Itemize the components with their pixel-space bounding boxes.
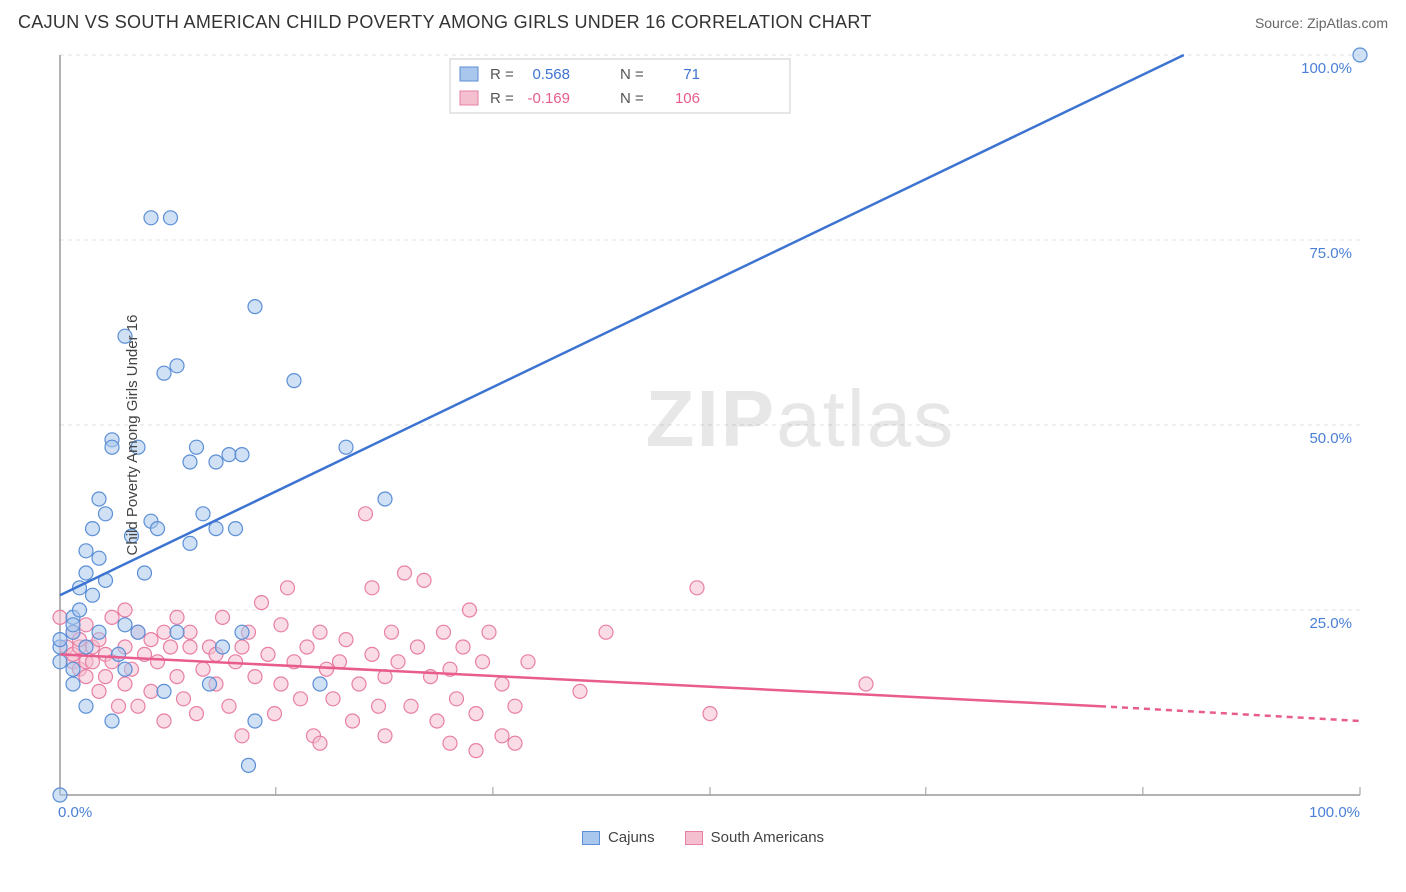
- svg-text:R =: R =: [490, 66, 514, 83]
- svg-text:25.0%: 25.0%: [1309, 615, 1352, 632]
- chart-source: Source: ZipAtlas.com: [1255, 15, 1388, 31]
- svg-text:-0.169: -0.169: [527, 90, 570, 107]
- svg-text:R =: R =: [490, 90, 514, 107]
- swatch-cajuns: [582, 831, 600, 845]
- svg-text:100.0%: 100.0%: [1309, 804, 1360, 821]
- legend-item-cajuns: Cajuns: [582, 829, 655, 846]
- chart-title: CAJUN VS SOUTH AMERICAN CHILD POVERTY AM…: [18, 12, 872, 33]
- svg-text:N =: N =: [620, 90, 644, 107]
- svg-text:N =: N =: [620, 66, 644, 83]
- swatch-south-americans: [685, 831, 703, 845]
- svg-text:75.0%: 75.0%: [1309, 245, 1352, 262]
- chart-area: Child Poverty Among Girls Under 16 ZIPat…: [50, 45, 1390, 825]
- bottom-legend: Cajuns South Americans: [0, 829, 1406, 846]
- svg-text:0.0%: 0.0%: [58, 804, 92, 821]
- svg-text:71: 71: [683, 66, 700, 83]
- legend-item-south-americans: South Americans: [685, 829, 824, 846]
- svg-text:50.0%: 50.0%: [1309, 430, 1352, 447]
- legend-label-cajuns: Cajuns: [608, 829, 655, 846]
- svg-text:100.0%: 100.0%: [1301, 60, 1352, 77]
- svg-text:106: 106: [675, 90, 700, 107]
- svg-text:0.568: 0.568: [532, 66, 570, 83]
- legend-label-south-americans: South Americans: [711, 829, 824, 846]
- chart-header: CAJUN VS SOUTH AMERICAN CHILD POVERTY AM…: [0, 0, 1406, 41]
- y-axis-label: Child Poverty Among Girls Under 16: [124, 315, 141, 556]
- scatter-chart: 25.0% 50.0% 75.0% 100.0% 0.0% 100.0% R = 0.568 N…: [50, 45, 1390, 825]
